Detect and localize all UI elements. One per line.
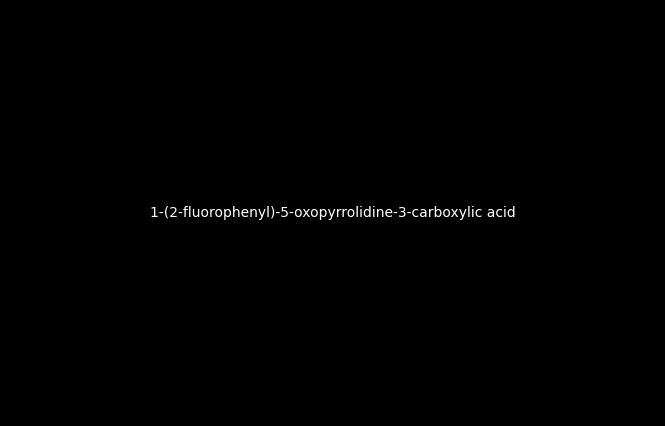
Text: 1-(2-fluorophenyl)-5-oxopyrrolidine-3-carboxylic acid: 1-(2-fluorophenyl)-5-oxopyrrolidine-3-ca… [150,206,515,220]
